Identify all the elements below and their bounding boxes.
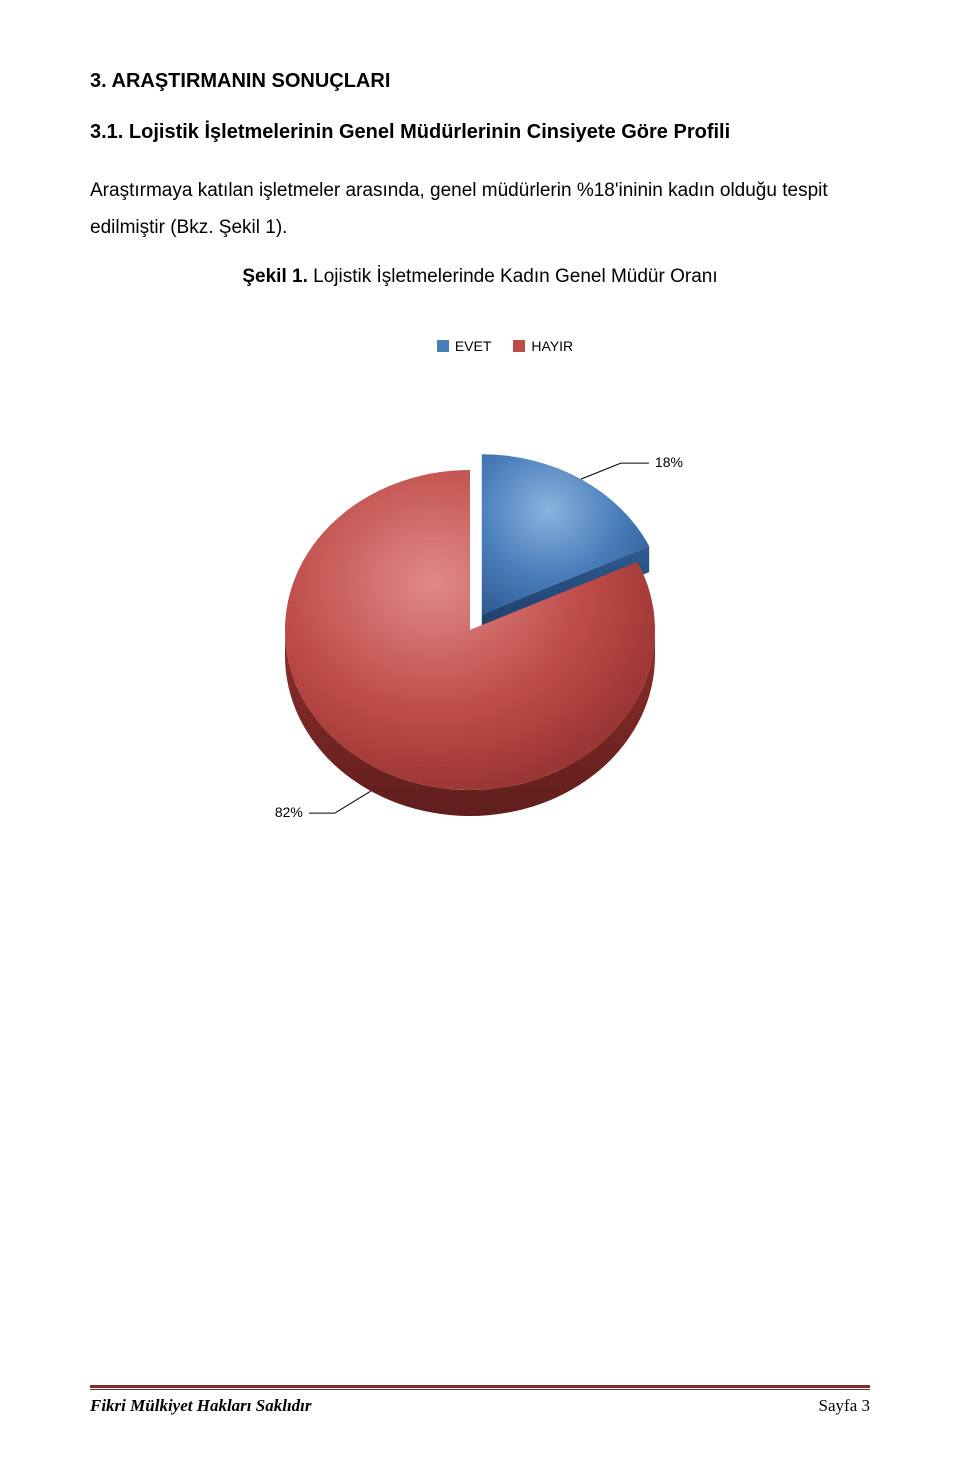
legend-item-hayir: HAYIR — [513, 338, 573, 354]
footer-rule-thin — [90, 1389, 870, 1390]
section-heading: 3. ARAŞTIRMANIN SONUÇLARI — [90, 70, 870, 93]
body-paragraph: Araştırmaya katılan işletmeler arasında,… — [90, 172, 870, 246]
pie-holder: 18% 82% — [210, 400, 750, 840]
pie-label-18: 18% — [655, 454, 683, 470]
figure-caption-text: Lojistik İşletmelerinde Kadın Genel Müdü… — [308, 266, 718, 287]
pie-label-82: 82% — [275, 804, 303, 820]
legend-label-evet: EVET — [455, 338, 492, 354]
chart-legend: EVET HAYIR — [437, 338, 573, 354]
legend-item-evet: EVET — [437, 338, 492, 354]
subsection-heading: 3.1. Lojistik İşletmelerinin Genel Müdür… — [90, 121, 870, 144]
page-number: Sayfa 3 — [819, 1396, 870, 1416]
legend-swatch-hayir — [513, 340, 525, 352]
page-footer: Fikri Mülkiyet Hakları Saklıdır Sayfa 3 — [90, 1385, 870, 1416]
legend-label-hayir: HAYIR — [531, 338, 573, 354]
pie-svg — [280, 400, 680, 840]
footer-copyright: Fikri Mülkiyet Hakları Saklıdır — [90, 1396, 312, 1416]
legend-swatch-evet — [437, 340, 449, 352]
figure-caption-label: Şekil 1. — [242, 266, 308, 287]
pie-chart: EVET HAYIR — [90, 338, 870, 840]
footer-rule — [90, 1385, 870, 1388]
figure-caption: Şekil 1. Lojistik İşletmelerinde Kadın G… — [90, 266, 870, 288]
